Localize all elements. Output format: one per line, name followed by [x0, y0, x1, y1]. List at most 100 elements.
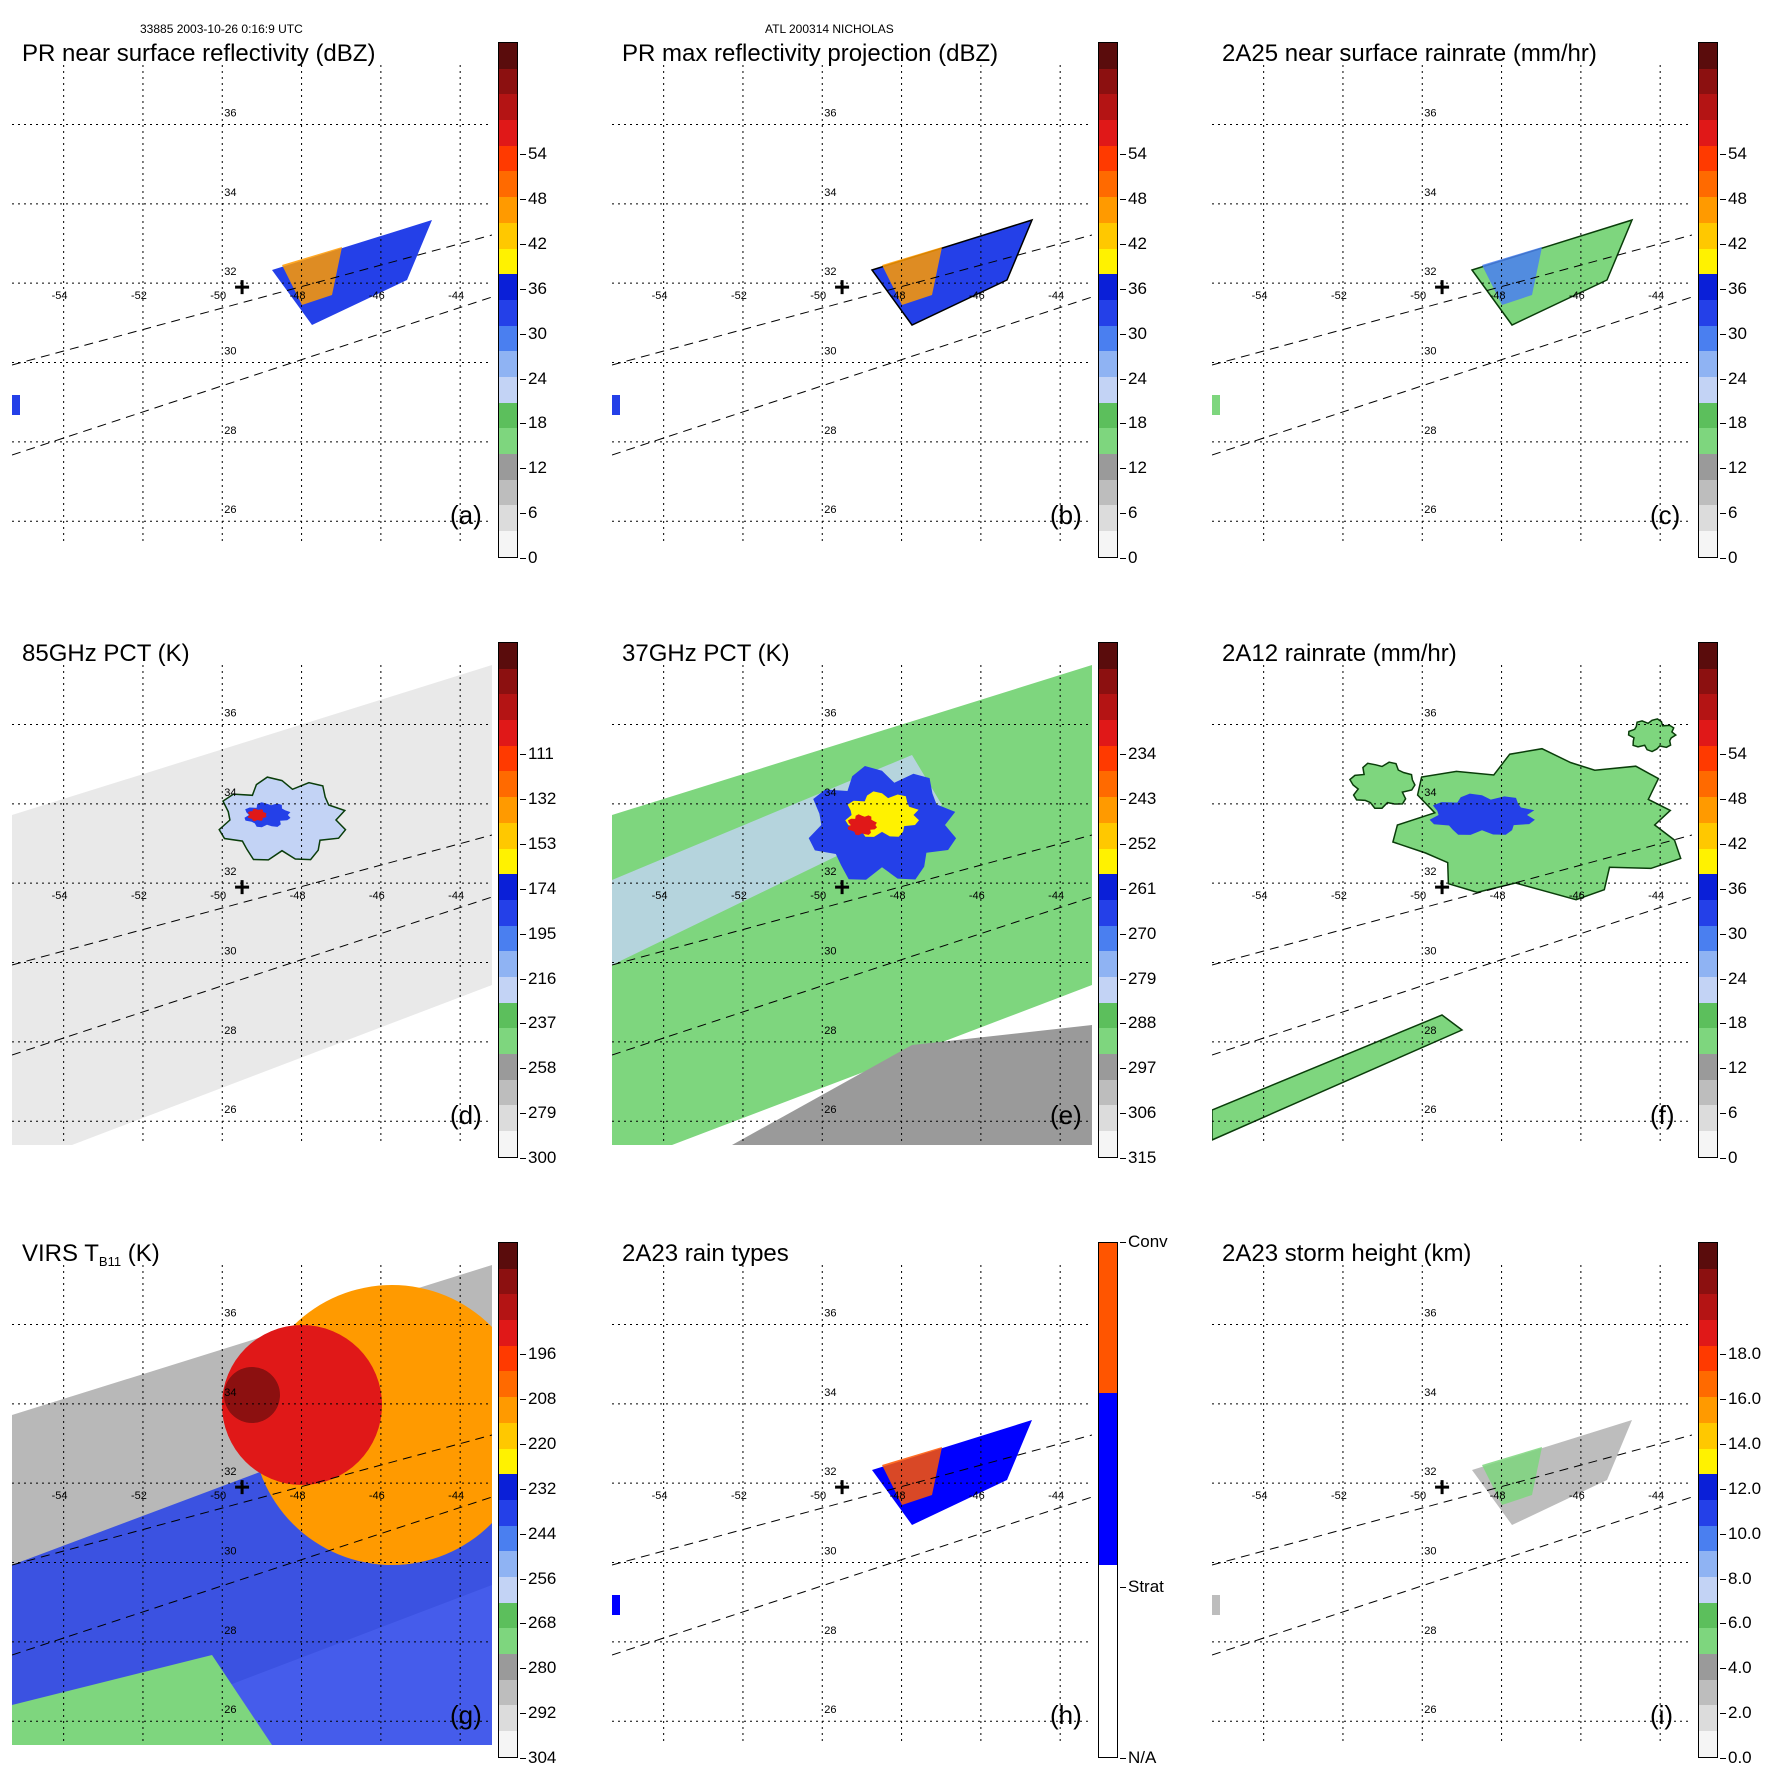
colorbar-swatch — [1099, 745, 1117, 772]
tick-mark — [520, 333, 526, 335]
lat-label: 36 — [824, 708, 836, 720]
orbit-time-header: 33885 2003-10-26 0:16:9 UTC — [140, 22, 303, 36]
lon-label: -44 — [1048, 290, 1064, 302]
tick-label: 30 — [1728, 923, 1747, 943]
colorbar-swatch — [1699, 1551, 1717, 1577]
tick-mark — [520, 1578, 526, 1580]
colorbar-swatch — [499, 145, 517, 172]
swath-edge-south — [612, 896, 1092, 1056]
lon-label: -44 — [1048, 890, 1064, 902]
colorbar-swatch — [1699, 1054, 1717, 1080]
tick-label: 10.0 — [1728, 1523, 1762, 1543]
tick-mark — [1120, 799, 1126, 801]
lat-label: 32 — [824, 866, 836, 878]
lat-label: 30 — [824, 946, 836, 958]
tick-mark — [1720, 1758, 1726, 1759]
lon-label: -54 — [652, 1490, 668, 1502]
colorbar-swatch — [499, 899, 517, 926]
lon-label: -48 — [890, 290, 906, 302]
lat-label: 26 — [1424, 504, 1436, 516]
tick-label: 18.0 — [1728, 1344, 1762, 1364]
colorbar-swatch — [1699, 1131, 1717, 1157]
tick-label: 306 — [1128, 1103, 1157, 1123]
tick-label: 232 — [528, 1478, 557, 1498]
tick-mark — [520, 1443, 526, 1445]
colorbar-swatch — [1099, 68, 1117, 95]
swath-edge-north — [612, 834, 1092, 966]
panel-b: PR max reflectivity projection (dBZ) -54-… — [600, 0, 1180, 567]
colorbar-swatch — [499, 1397, 517, 1423]
colorbar-swatch — [1699, 874, 1717, 900]
colorbar-swatch — [1699, 376, 1717, 403]
colorbar-swatch — [1699, 299, 1717, 326]
tick-mark — [1120, 468, 1126, 470]
colorbar-swatch — [499, 274, 517, 300]
tick-label: 54 — [1728, 744, 1747, 764]
tick-mark — [1720, 1113, 1726, 1115]
colorbar-swatch — [499, 745, 517, 772]
tick-mark — [1120, 843, 1126, 845]
map-svg: -54 -52 -50 -48 -46 -44 36 34 32 30 28 26 — [612, 665, 1092, 1145]
tick-label: 132 — [528, 789, 557, 809]
colorbar-swatch — [1099, 248, 1117, 275]
lon-label: -50 — [810, 890, 826, 902]
colorbar-ticks: 304 292 280 268 256 244 232 220 208 196 — [520, 1242, 580, 1767]
lat-label: 32 — [824, 266, 836, 278]
tick-mark — [520, 513, 526, 515]
lon-label: -52 — [731, 290, 747, 302]
tick-label: 48 — [528, 189, 547, 209]
tick-mark — [1720, 378, 1726, 380]
map-svg: -54 -52 -50 -48 -46 -44 36 34 32 30 28 26 — [1212, 65, 1692, 545]
colorbar-swatch — [1099, 171, 1117, 198]
storm-max — [247, 808, 267, 822]
lon-label: -44 — [1648, 1490, 1664, 1502]
panel-g: VIRS TB11 (K) -54 -52 -50 -48 -46 -44 36 34 32 30 2… — [0, 1200, 580, 1767]
colorbar-swatch — [1699, 1731, 1717, 1757]
storm-center-icon — [1435, 1480, 1450, 1495]
tick-mark — [520, 1668, 526, 1670]
tick-mark — [1720, 423, 1726, 425]
tick-label: 304 — [528, 1748, 557, 1767]
panel-d: 85GHz PCT (K) -54 -52 -50 -48 -46 -44 36 34 32 30 2… — [0, 600, 580, 1167]
lat-label: 32 — [1424, 1466, 1436, 1478]
colorbar-swatch — [1699, 1628, 1717, 1654]
colorbar-swatch — [499, 797, 517, 823]
swath-edge-south — [12, 296, 492, 456]
tick-label: 268 — [528, 1613, 557, 1633]
panel-label: (b) — [1050, 500, 1082, 530]
lon-label: -44 — [448, 890, 464, 902]
lon-label: -46 — [1569, 290, 1585, 302]
colorbar-swatch — [1099, 479, 1117, 506]
lat-label: 30 — [824, 1546, 836, 1558]
colorbar-swatch — [499, 325, 517, 352]
tick-mark — [1720, 1443, 1726, 1445]
colorbar-swatch — [1699, 1705, 1717, 1732]
tick-label: 280 — [528, 1658, 557, 1678]
lat-label: 34 — [224, 187, 236, 199]
tick-label: 258 — [528, 1058, 557, 1078]
colorbar-swatch — [1099, 1002, 1117, 1029]
tick-mark — [1720, 978, 1726, 980]
lat-label: 26 — [824, 504, 836, 516]
colorbar-swatch — [1099, 694, 1117, 721]
lon-label: -46 — [969, 890, 985, 902]
tick-label: 54 — [528, 144, 547, 164]
lat-label: 32 — [1424, 266, 1436, 278]
panel-i: 2A23 storm height (km) -54 -52 -50 -48 -46 -44… — [1200, 1200, 1771, 1767]
map-svg: -54 -52 -50 -48 -46 -44 36 34 32 30 28 26 — [1212, 1265, 1692, 1745]
tick-mark — [520, 843, 526, 845]
tick-mark — [1120, 978, 1126, 980]
colorbar-swatch — [1099, 976, 1117, 1003]
colorbar-swatch — [1099, 1054, 1117, 1080]
storm-max — [847, 814, 877, 836]
lon-label: -52 — [1331, 890, 1347, 902]
heavy-rain — [1429, 793, 1535, 835]
colorbar-swatch — [499, 1002, 517, 1029]
colorbar-swatch — [499, 1499, 517, 1526]
tick-mark — [1120, 558, 1126, 559]
colorbar-swatch — [1699, 479, 1717, 506]
colorbar — [498, 642, 518, 1158]
tick-mark — [1720, 888, 1726, 890]
tick-label: 12 — [1728, 458, 1747, 478]
colorbar-swatch — [1099, 274, 1117, 300]
